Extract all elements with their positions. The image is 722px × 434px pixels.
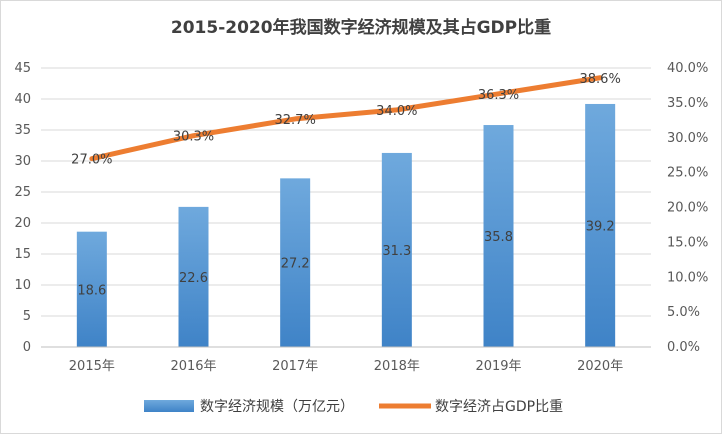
line-data-label: 38.6% — [580, 72, 621, 87]
bar — [76, 231, 107, 347]
x-tick-label: 2019年 — [475, 359, 521, 374]
legend-swatch-bar — [144, 400, 194, 412]
line-point — [192, 134, 195, 138]
x-tick-label: 2020年 — [577, 359, 623, 374]
x-tick-label: 2015年 — [69, 359, 115, 374]
bar — [483, 125, 514, 347]
y-left-tick-label: 40 — [14, 92, 31, 107]
line-point — [598, 76, 602, 80]
line-data-label: 34.0% — [376, 104, 417, 119]
y-right-tick-label: 35.0% — [667, 96, 708, 111]
y-left-tick-label: 45 — [14, 61, 31, 76]
y-right-tick-label: 40.0% — [667, 61, 708, 76]
bar-series: 18.6 22.6 27.2 31.3 35.8 39.2 — [76, 103, 616, 348]
bar-data-label: 22.6 — [179, 271, 208, 286]
line-data-label: 36.3% — [478, 88, 519, 103]
y-right-tick-label: 20.0% — [667, 201, 708, 216]
y-left-tick-label: 5 — [23, 309, 31, 324]
y-right-tick-label: 10.0% — [667, 270, 708, 285]
x-tick-label: 2017年 — [272, 359, 318, 374]
y-left-tick-label: 20 — [14, 216, 31, 231]
y-right-tick-label: 25.0% — [667, 166, 708, 181]
gridlines — [41, 67, 651, 348]
bar-data-label: 39.2 — [586, 219, 615, 234]
bar-data-label: 31.3 — [382, 244, 411, 259]
line-data-label: 32.7% — [275, 113, 316, 128]
bar-data-label: 35.8 — [484, 230, 513, 245]
y-left-tick-label: 15 — [14, 247, 31, 262]
y-left-tick-label: 0 — [23, 340, 31, 355]
y-left-tick-label: 10 — [14, 278, 31, 293]
line-data-label: 30.3% — [173, 130, 214, 145]
y-right-tick-label: 15.0% — [667, 235, 708, 250]
line-point — [395, 108, 399, 112]
bar-data-label: 27.2 — [281, 257, 310, 272]
x-tick-label: 2018年 — [374, 359, 420, 374]
line-point — [293, 117, 297, 121]
line-point — [497, 92, 500, 96]
y-right-tick-label: 5.0% — [667, 305, 700, 320]
line-series: 27.0% 30.3% 32.7% 34.0% 36.3% 38.6% — [71, 72, 621, 168]
x-tick-label: 2016年 — [170, 359, 216, 374]
y-right-tick-label: 30.0% — [667, 131, 708, 146]
legend-label-line: 数字经济占GDP比重 — [435, 399, 563, 415]
axes: 0 5 10 15 20 25 30 35 40 45 0.0% 5.0% 10.0% 15.0% 20.0… — [14, 61, 708, 374]
line-point — [90, 157, 94, 161]
bar — [585, 103, 616, 348]
bar-data-label: 18.6 — [77, 283, 106, 298]
bar — [280, 178, 311, 347]
y-left-tick-label: 35 — [14, 123, 31, 138]
bar — [381, 152, 412, 347]
y-left-tick-label: 30 — [14, 154, 31, 169]
line-path — [89, 75, 603, 162]
y-left-tick-label: 25 — [14, 185, 31, 200]
legend: 数字经济规模（万亿元） 数字经济占GDP比重 — [144, 399, 563, 415]
line-data-label: 27.0% — [71, 153, 112, 168]
bar — [178, 206, 209, 347]
legend-label-bar: 数字经济规模（万亿元） — [200, 399, 354, 415]
y-right-tick-label: 0.0% — [667, 340, 700, 355]
chart-title: 2015-2020年我国数字经济规模及其占GDP比重 — [171, 17, 551, 38]
